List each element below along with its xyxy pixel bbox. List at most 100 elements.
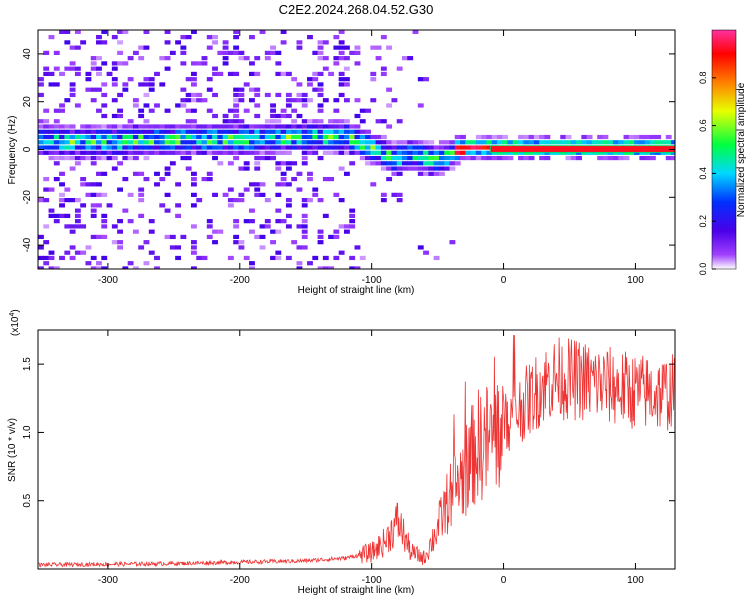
- spectrogram-cell: [275, 124, 282, 129]
- spectrogram-cell: [307, 140, 313, 145]
- spectrogram-cell: [254, 56, 261, 61]
- spectrogram-cell: [212, 35, 218, 40]
- spectrogram-cell: [365, 134, 371, 140]
- spectrogram-cell: [185, 140, 192, 145]
- spectrogram-cell: [285, 124, 292, 129]
- spectrogram-cell: [43, 140, 50, 145]
- spectrogram-cell: [481, 150, 488, 155]
- spectrogram-cell: [322, 213, 329, 218]
- spectrogram-cell: [322, 176, 329, 182]
- spectrogram-cell: [222, 192, 229, 197]
- spectrogram-cell: [280, 108, 287, 113]
- spectrogram-cell: [343, 77, 350, 82]
- spectrogram-cell: [628, 150, 635, 155]
- spectrogram-cell: [491, 150, 498, 155]
- spectrogram-cell: [407, 145, 414, 150]
- spectrogram-cell: [343, 119, 350, 124]
- spectrogram-cell: [69, 124, 76, 129]
- spectrogram-cell: [270, 108, 276, 113]
- spectrogram-cell: [391, 140, 398, 145]
- spectrogram-cell: [190, 240, 197, 245]
- spectrogram-cell: [43, 119, 50, 124]
- spectrogram-cell: [312, 192, 319, 197]
- spectrogram-cell: [254, 150, 261, 155]
- spectrogram-cell: [80, 176, 87, 182]
- spectrogram-cell: [154, 103, 160, 108]
- spectrogram-cell: [512, 140, 519, 145]
- spectrogram-cell: [523, 155, 530, 161]
- spectrogram-cell: [343, 171, 350, 176]
- spectrogram-cell: [159, 145, 166, 150]
- spectrogram-cell: [212, 92, 218, 98]
- spectrogram-cell: [127, 124, 134, 129]
- spectrogram-cell: [48, 140, 55, 145]
- spectrogram-cell: [233, 224, 240, 229]
- spectrogram-cell: [106, 145, 113, 150]
- spectrogram-cell: [238, 56, 245, 61]
- spectrogram-cell: [264, 145, 271, 150]
- spectrogram-cell: [69, 134, 76, 140]
- spectrogram-cell: [407, 140, 414, 145]
- spectrogram-xtick-label: 0: [501, 275, 507, 286]
- spectrogram-cell: [85, 145, 92, 150]
- spectrogram-cell: [138, 192, 145, 197]
- spectrogram-cell: [106, 71, 113, 77]
- spectrogram-cell: [507, 140, 514, 145]
- spectrogram-cell: [338, 119, 345, 124]
- spectrogram-cell: [644, 155, 651, 161]
- spectrogram-cell: [322, 145, 329, 150]
- spectrogram-cell: [90, 234, 97, 240]
- spectrogram-cell: [206, 224, 213, 229]
- spectrogram-cell: [328, 71, 335, 77]
- colorbar-tick-label: 0.4: [698, 167, 708, 180]
- spectrogram-cell: [333, 119, 340, 124]
- snr-scale-close: ): [10, 309, 21, 312]
- spectrogram-cell: [249, 182, 255, 187]
- spectrogram-cell: [249, 219, 255, 224]
- spectrogram-cell: [570, 150, 577, 155]
- spectrogram-cell: [296, 45, 303, 50]
- spectrogram-cell: [270, 45, 276, 50]
- spectrogram-cell: [285, 113, 292, 119]
- spectrogram-cell: [74, 134, 81, 140]
- spectrogram-cell: [280, 182, 287, 187]
- spectrogram-cell: [85, 192, 92, 197]
- spectrogram-cell: [264, 150, 271, 155]
- spectrogram-cell: [375, 155, 382, 161]
- spectrogram-cell: [270, 229, 276, 234]
- spectrogram-cell: [122, 140, 129, 145]
- spectrogram-xtick-label: -200: [230, 275, 250, 286]
- spectrogram-cell: [222, 134, 229, 140]
- spectrogram-cell: [175, 40, 182, 45]
- spectrogram-cell: [190, 176, 197, 182]
- spectrogram-cell: [291, 108, 298, 113]
- spectrogram-cell: [296, 261, 303, 266]
- spectrogram-cell: [106, 140, 113, 145]
- spectrogram-cell: [74, 161, 81, 166]
- spectrogram-cell: [38, 134, 44, 140]
- spectrogram-cell: [74, 150, 81, 155]
- spectrogram-cell: [74, 155, 81, 161]
- spectrogram-cell: [38, 198, 44, 203]
- spectrogram-cell: [322, 134, 329, 140]
- spectrogram-xlabel: Height of straight line (km): [298, 285, 415, 296]
- spectrogram-cell: [64, 30, 71, 34]
- spectrogram-cell: [328, 124, 335, 129]
- spectrogram-cell: [249, 140, 255, 145]
- spectrogram-cell: [175, 145, 182, 150]
- spectrogram-cell: [233, 198, 240, 203]
- spectrogram-cell: [101, 150, 108, 155]
- spectrogram-cell: [449, 161, 456, 166]
- spectrogram-cell: [586, 140, 593, 145]
- spectrogram-cell: [212, 134, 218, 140]
- spectrogram-cell: [64, 145, 71, 150]
- spectrogram-cell: [275, 140, 282, 145]
- snr-ticks: -300 -200 -100 0 100 0.5 1.0 1.5: [22, 330, 675, 586]
- spectrogram-cell: [233, 140, 240, 145]
- spectrogram-cell: [175, 255, 182, 261]
- spectrogram-cell: [375, 134, 382, 140]
- spectrogram-cell: [291, 129, 298, 134]
- spectrogram-cell: [249, 98, 255, 103]
- spectrogram-cell: [338, 129, 345, 134]
- spectrogram-cell: [69, 245, 76, 250]
